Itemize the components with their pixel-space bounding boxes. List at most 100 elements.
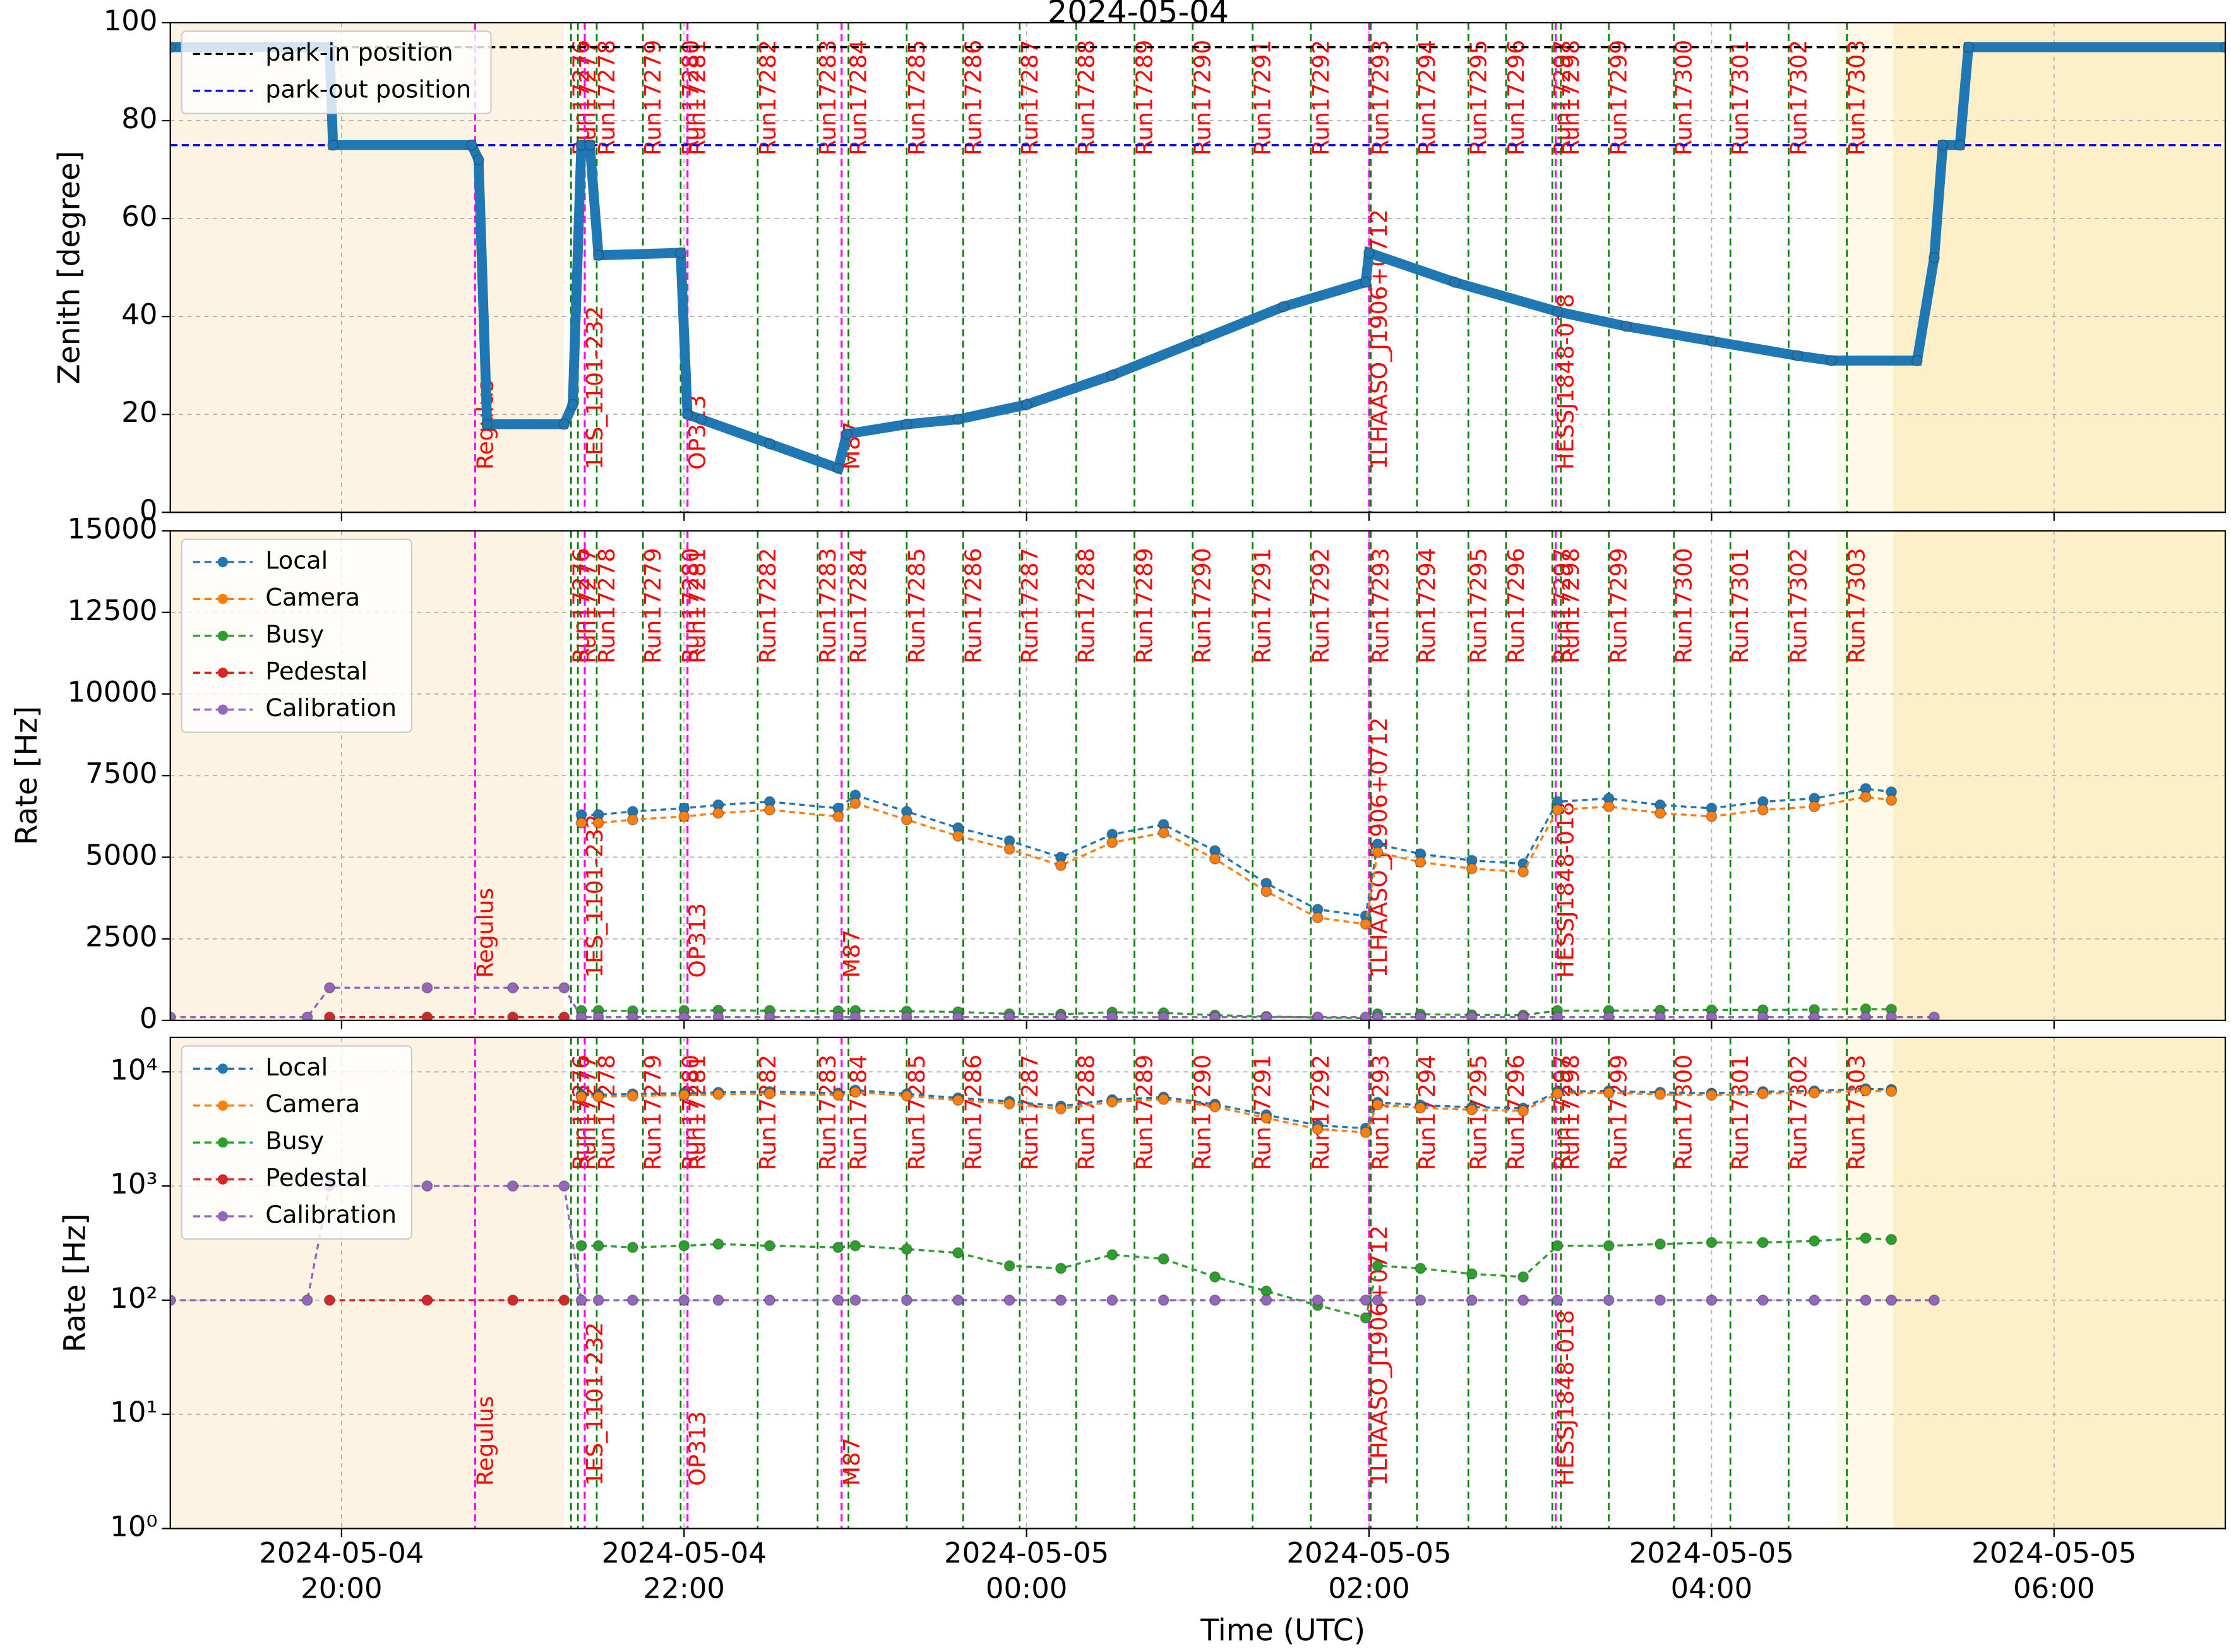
data-point (1312, 1123, 1324, 1135)
run-label: Run17300 (1672, 548, 1697, 664)
data-point (763, 1087, 775, 1099)
run-label: Run17279 (640, 40, 666, 155)
legend-label: Local (265, 547, 328, 575)
run-label: Run17299 (1606, 40, 1632, 155)
legend-label: park-out position (265, 76, 471, 104)
source-label: 1ES_1101-232 (582, 814, 608, 978)
data-point (1552, 306, 1564, 318)
data-point (1654, 807, 1666, 819)
data-point (712, 1011, 724, 1021)
data-point (1552, 1294, 1564, 1306)
data-point (1209, 1101, 1221, 1113)
data-point (1886, 1233, 1898, 1245)
data-point (678, 1089, 690, 1101)
data-point (952, 1011, 964, 1021)
data-point (1360, 918, 1372, 930)
data-point (1466, 1104, 1478, 1116)
data-point (575, 1091, 587, 1103)
data-point (1937, 139, 1949, 151)
x-tick-label-box: 2024-05-05 04:00 (1629, 1536, 1794, 1605)
legend-marker (217, 1063, 228, 1074)
run-label: Run17285 (904, 1055, 930, 1170)
data-point (1415, 1102, 1427, 1114)
data-point (1911, 354, 1923, 366)
legend-label: Calibration (265, 1202, 397, 1230)
data-point (1757, 1294, 1769, 1306)
run-label: Run17301 (1728, 548, 1754, 664)
data-point (1106, 1096, 1118, 1108)
data-point (1372, 1011, 1384, 1021)
data-point (1928, 1294, 1940, 1306)
data-point (832, 1089, 844, 1101)
data-point (1603, 1240, 1615, 1252)
run-label: Run17301 (1728, 40, 1754, 155)
legend-marker (217, 594, 228, 604)
data-point (1372, 1099, 1384, 1111)
y-axis-label: Zenith [degree] (52, 151, 87, 385)
data-point (763, 1011, 775, 1021)
run-label: Run17290 (1190, 548, 1216, 664)
data-point (507, 982, 519, 994)
data-point (1860, 1011, 1872, 1021)
data-point (1603, 801, 1615, 813)
run-label: Run17303 (1845, 40, 1870, 155)
data-point (575, 1294, 587, 1306)
y-tick-label: 12500 (68, 594, 158, 627)
run-label: Run17281 (685, 1055, 711, 1170)
data-point (323, 982, 335, 994)
y-tick-label: 40 (121, 297, 157, 331)
x-tick-label-box: 2024-05-05 00:00 (944, 1535, 1110, 1605)
run-label: Run17288 (1074, 40, 1099, 155)
run-label: Run17282 (755, 1055, 781, 1170)
series-line (581, 1087, 1892, 1130)
data-point (763, 438, 775, 450)
legend-marker (217, 667, 228, 678)
source-label: M87 (839, 1437, 865, 1486)
data-point (1157, 1294, 1169, 1306)
data-point (849, 1011, 861, 1021)
run-label: Run17278 (594, 548, 620, 664)
data-point (1603, 1294, 1615, 1306)
series-line (581, 796, 1892, 926)
data-point (849, 1294, 861, 1306)
data-point (1654, 1011, 1666, 1021)
data-point (1791, 350, 1803, 362)
run-label: Run17302 (1786, 40, 1812, 155)
x-tick-label: 2024-05-05 00:00 (944, 1535, 1110, 1605)
data-point (1260, 885, 1272, 897)
data-point (1055, 859, 1067, 871)
run-label: Run17288 (1074, 1055, 1099, 1170)
data-point (1003, 1294, 1015, 1306)
data-point (1552, 1087, 1564, 1099)
y-tick-label: 0 (140, 1002, 158, 1035)
twilight-band (1836, 1037, 1893, 1529)
data-point (1517, 1271, 1529, 1283)
data-point (592, 1091, 604, 1103)
data-point (1654, 1238, 1666, 1250)
run-label: Run17291 (1250, 40, 1276, 155)
legend: Local Camera Busy Pedestal Calibration (181, 1045, 412, 1240)
data-point (900, 1294, 912, 1306)
run-label: Run17286 (960, 548, 986, 664)
data-point (592, 1240, 604, 1252)
x-tick-label: 2024-05-04 20:00 (259, 1535, 424, 1605)
data-point (1055, 1294, 1067, 1306)
data-point (567, 398, 579, 410)
data-point (1260, 1011, 1272, 1021)
data-point (1415, 1262, 1427, 1274)
data-point (1517, 1105, 1529, 1117)
source-label: OP313 (685, 1411, 711, 1486)
data-point (1360, 1312, 1372, 1324)
data-point (584, 139, 596, 151)
y-tick-label: 10⁴ (110, 1053, 157, 1086)
data-point (849, 798, 861, 810)
data-point (1886, 1294, 1898, 1306)
run-label: Run17301 (1728, 1055, 1754, 1170)
data-point (832, 1011, 844, 1021)
run-label: Run17278 (594, 40, 620, 155)
data-point (1003, 1011, 1015, 1021)
data-point (1552, 804, 1564, 816)
data-point (695, 414, 707, 425)
run-label: Run17279 (640, 1055, 666, 1170)
